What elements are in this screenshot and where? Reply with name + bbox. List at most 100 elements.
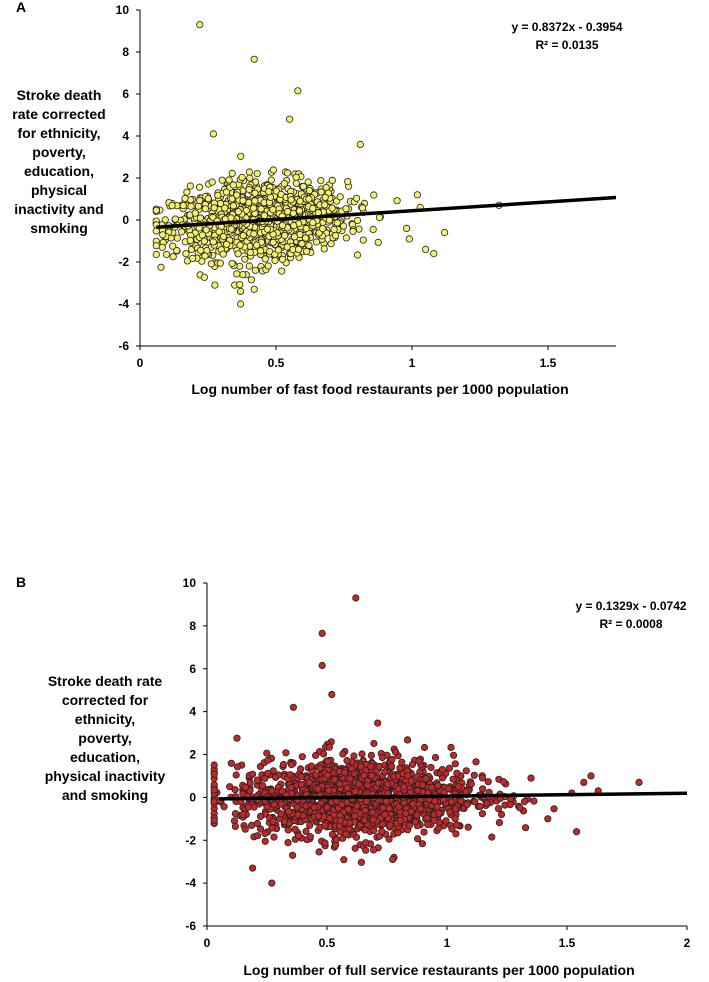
panel-a-data-point: [251, 189, 259, 197]
panel-a-data-point: [236, 241, 244, 249]
panel-a-data-point: [298, 240, 306, 248]
panel-b-data-point: [464, 823, 472, 831]
panel-a-data-point: [327, 240, 335, 248]
panel-a-data-point: [181, 194, 189, 202]
panel-b-data-point: [438, 765, 446, 774]
panel-b-y-axis-label-line: ethnicity,: [74, 711, 136, 727]
panel-a-data-point: [251, 266, 259, 274]
panel-a-data-point: [161, 216, 169, 224]
panel-b-data-point: [264, 756, 272, 764]
panel-b-data-point: [210, 770, 218, 778]
panel-a-data-point: [245, 168, 253, 176]
panel-b-data-point: [261, 837, 269, 845]
panel-b-data-point: [420, 743, 429, 752]
panel-b-data-point: [544, 815, 552, 823]
panel-a-data-point: [215, 228, 223, 236]
panel-b-data-point: [506, 800, 514, 809]
panel-a-data-point: [321, 201, 329, 209]
panel-a-plot: -6 -4 -2 0 2 4 6 8 10 0 0.5 1 1.5: [116, 3, 617, 370]
panel-b-data-point: [369, 846, 378, 854]
panel-b-data-point: [391, 748, 400, 756]
panel-a-data-point: [209, 238, 217, 246]
panel-b-data-point: [379, 804, 387, 812]
panel-b-data-point: [341, 768, 349, 777]
panel-b-data-point: [342, 830, 350, 838]
panel-a-data-point: [234, 208, 242, 216]
panel-b-data-point: [398, 758, 406, 766]
panel-b-y-tick-label: 0: [189, 790, 196, 804]
panel-b-data-point: [344, 805, 352, 813]
panel-b-data-point: [497, 810, 506, 819]
panel-b-data-point: [248, 821, 256, 830]
panel-b-trend-line: [218, 791, 688, 801]
panel-a-data-point: [246, 174, 254, 182]
panel-b-data-point: [368, 771, 376, 780]
panel-a-data-point: [204, 195, 212, 203]
panel-b-data-point: [423, 820, 432, 829]
panel-a-data-point: [253, 170, 261, 178]
panel-b-data-point: [418, 840, 426, 848]
panel-b-data-point: [352, 594, 360, 602]
panel-b-data-point: [385, 804, 393, 813]
panel-b-data-point: [231, 809, 239, 818]
panel-b-data-point: [387, 762, 396, 770]
panel-b-data-point: [374, 719, 382, 727]
panel-b-data-point: [306, 821, 314, 830]
panel-a-data-point: [290, 222, 298, 230]
panel-b-data-point: [358, 750, 366, 758]
panel-b-data-point: [307, 762, 315, 770]
panel-a-data-point: [219, 233, 228, 241]
panel-b-data-point: [378, 753, 386, 762]
panel-b-data-point: [381, 768, 389, 776]
panel-b-data-point: [314, 785, 322, 793]
panel-a-data-point: [245, 185, 253, 194]
panel-b-data-point: [315, 848, 323, 856]
panel-b-data-point: [353, 802, 361, 810]
panel-b-data-point: [264, 769, 272, 777]
panel-b-data-point: [361, 806, 369, 814]
panel-a-data-point: [359, 236, 367, 244]
panel-b-data-point: [362, 839, 370, 847]
panel-b-data-point: [448, 825, 456, 833]
panel-b-data-point: [374, 779, 382, 787]
panel-a-data-point: [280, 180, 288, 188]
panel-a-data-point: [284, 207, 292, 216]
panel-b-data-point: [394, 829, 402, 837]
panel-b-data-point: [550, 805, 558, 813]
panel-a-data-point: [246, 248, 254, 257]
panel-b-data-point: [343, 784, 351, 792]
panel-b-data-point: [210, 786, 218, 794]
panel-a-y-tick-label: 10: [116, 3, 130, 17]
panel-a-data-point: [159, 231, 167, 239]
panel-a-data-point: [211, 281, 219, 289]
panel-a-data-point: [198, 231, 206, 239]
panel-a-data-point: [228, 259, 236, 268]
panel-a-data-point: [201, 205, 209, 213]
panel-b-data-point: [375, 762, 383, 771]
panel-b-data-point: [311, 751, 320, 760]
panel-a-data-point: [413, 191, 421, 199]
panel-a-data-point: [228, 169, 236, 177]
panel-a-data-point: [278, 267, 286, 275]
panel-a-data-point: [214, 191, 222, 199]
panel-a-data-point: [349, 227, 357, 235]
panel-b-y-tick-label: -4: [185, 876, 196, 890]
panel-b-data-point: [306, 833, 314, 841]
panel-a-data-point: [278, 221, 287, 229]
panel-a-data-point: [333, 219, 341, 227]
panel-a-data-point: [320, 245, 328, 253]
panel-b-data-point: [415, 757, 423, 765]
panel-a-y-tick-label: -6: [118, 339, 129, 353]
panel-a-data-point: [342, 234, 350, 242]
panel-a-data-point: [233, 270, 241, 278]
panel-b-y-axis-label-line: Stroke death rate: [47, 673, 163, 689]
panel-b-data-point: [285, 807, 293, 816]
panel-a-data-point: [229, 181, 237, 189]
panel-b-data-point: [319, 750, 328, 758]
panel-b-data-point: [343, 756, 351, 765]
panel-b-data-point: [318, 661, 326, 670]
panel-a-data-point: [222, 188, 231, 196]
panel-a-data-point: [353, 216, 362, 225]
panel-b-data-point: [478, 774, 487, 782]
